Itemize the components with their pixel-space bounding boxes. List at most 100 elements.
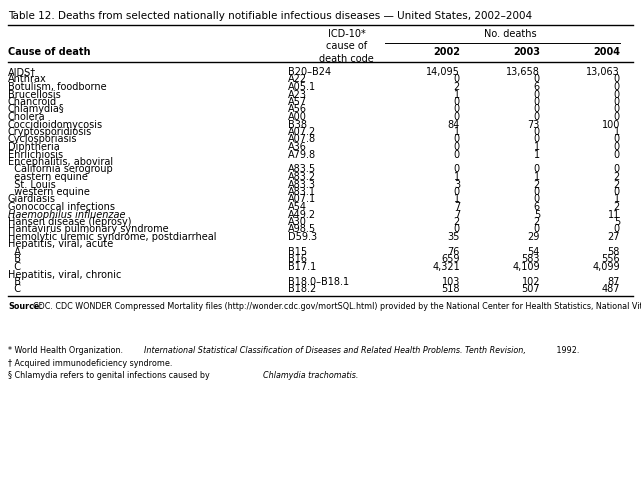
Text: A36: A36 (288, 142, 307, 152)
Text: A98.5: A98.5 (288, 225, 316, 235)
Text: A54: A54 (288, 202, 307, 212)
Text: 0: 0 (614, 104, 620, 114)
Text: 2002: 2002 (433, 47, 460, 57)
Text: 7: 7 (454, 209, 460, 219)
Text: 0: 0 (614, 149, 620, 160)
Text: A83.1: A83.1 (288, 187, 316, 197)
Text: 0: 0 (534, 164, 540, 174)
Text: 4,099: 4,099 (592, 262, 620, 272)
Text: D59.3: D59.3 (288, 232, 317, 242)
Text: Cryptosporidiosis: Cryptosporidiosis (8, 127, 92, 137)
Text: 2: 2 (534, 180, 540, 190)
Text: 0: 0 (614, 225, 620, 235)
Text: 1: 1 (454, 90, 460, 100)
Text: A22: A22 (288, 75, 307, 84)
Text: A56: A56 (288, 104, 307, 114)
Text: St. Louis: St. Louis (8, 180, 56, 190)
Text: 2003: 2003 (513, 47, 540, 57)
Text: Hansen disease (leprosy): Hansen disease (leprosy) (8, 217, 131, 227)
Text: A49.2: A49.2 (288, 209, 316, 219)
Text: C: C (8, 285, 21, 295)
Text: 4,109: 4,109 (512, 262, 540, 272)
Text: B: B (8, 254, 21, 264)
Text: Haemophilus influenzae: Haemophilus influenzae (8, 209, 126, 219)
Text: * World Health Organization.: * World Health Organization. (8, 346, 126, 355)
Text: 0: 0 (454, 97, 460, 107)
Text: 556: 556 (601, 254, 620, 264)
Text: Encephalitis, aboviral: Encephalitis, aboviral (8, 157, 113, 167)
Text: A23: A23 (288, 90, 307, 100)
Text: 1992.: 1992. (554, 346, 580, 355)
Text: Source:: Source: (8, 302, 42, 311)
Text: 0: 0 (614, 187, 620, 197)
Text: Botulism, foodborne: Botulism, foodborne (8, 82, 106, 92)
Text: 13,658: 13,658 (506, 67, 540, 77)
Text: 0: 0 (454, 187, 460, 197)
Text: 0: 0 (614, 90, 620, 100)
Text: 1: 1 (454, 172, 460, 182)
Text: 13,063: 13,063 (587, 67, 620, 77)
Text: 583: 583 (522, 254, 540, 264)
Text: 76: 76 (447, 247, 460, 257)
Text: A: A (8, 247, 21, 257)
Text: 6: 6 (534, 82, 540, 92)
Text: Coccidioidomycosis: Coccidioidomycosis (8, 119, 103, 129)
Text: 0: 0 (454, 225, 460, 235)
Text: 0: 0 (454, 75, 460, 84)
Text: B38: B38 (288, 119, 307, 129)
Text: 58: 58 (608, 247, 620, 257)
Text: Cyclosporiasis: Cyclosporiasis (8, 135, 78, 145)
Text: 0: 0 (454, 112, 460, 122)
Text: 0: 0 (534, 97, 540, 107)
Text: A07.2: A07.2 (288, 127, 316, 137)
Text: Anthrax: Anthrax (8, 75, 47, 84)
Text: A00: A00 (288, 112, 307, 122)
Text: International Statistical Classification of Diseases and Related Health Problems: International Statistical Classification… (144, 346, 526, 355)
Text: western equine: western equine (8, 187, 90, 197)
Text: 0: 0 (534, 127, 540, 137)
Text: 14,095: 14,095 (426, 67, 460, 77)
Text: 54: 54 (528, 247, 540, 257)
Text: No. deaths: No. deaths (484, 29, 537, 39)
Text: 0: 0 (614, 164, 620, 174)
Text: 0: 0 (534, 104, 540, 114)
Text: B18.0–B18.1: B18.0–B18.1 (288, 277, 349, 287)
Text: B20–B24: B20–B24 (288, 67, 331, 77)
Text: A79.8: A79.8 (288, 149, 316, 160)
Text: Chlamydia trachomatis.: Chlamydia trachomatis. (263, 371, 358, 380)
Text: 0: 0 (454, 142, 460, 152)
Text: 0: 0 (534, 194, 540, 205)
Text: Gonococcal infections: Gonococcal infections (8, 202, 115, 212)
Text: 1: 1 (534, 142, 540, 152)
Text: † Acquired immunodeficiency syndrome.: † Acquired immunodeficiency syndrome. (8, 359, 172, 368)
Text: Brucellosis: Brucellosis (8, 90, 61, 100)
Text: Hantavirus pulmonary syndrome: Hantavirus pulmonary syndrome (8, 225, 169, 235)
Text: Hemolytic uremic syndrome, postdiarrheal: Hemolytic uremic syndrome, postdiarrheal (8, 232, 217, 242)
Text: Cause of death: Cause of death (8, 47, 90, 57)
Text: Table 12. Deaths from selected nationally notifiable infectious diseases — Unite: Table 12. Deaths from selected nationall… (8, 11, 532, 21)
Text: A83.2: A83.2 (288, 172, 316, 182)
Text: A07.8: A07.8 (288, 135, 316, 145)
Text: 2: 2 (613, 180, 620, 190)
Text: C: C (8, 262, 21, 272)
Text: 35: 35 (447, 232, 460, 242)
Text: 7: 7 (454, 202, 460, 212)
Text: A83.3: A83.3 (288, 180, 316, 190)
Text: B18.2: B18.2 (288, 285, 316, 295)
Text: 2: 2 (454, 82, 460, 92)
Text: ICD-10*
cause of
death code: ICD-10* cause of death code (319, 29, 374, 64)
Text: Ehrlichiosis: Ehrlichiosis (8, 149, 63, 160)
Text: Cholera: Cholera (8, 112, 46, 122)
Text: 3: 3 (454, 180, 460, 190)
Text: 507: 507 (521, 285, 540, 295)
Text: A07.1: A07.1 (288, 194, 316, 205)
Text: 0: 0 (534, 112, 540, 122)
Text: eastern equine: eastern equine (8, 172, 88, 182)
Text: 0: 0 (614, 75, 620, 84)
Text: 1: 1 (534, 149, 540, 160)
Text: 659: 659 (442, 254, 460, 264)
Text: A30: A30 (288, 217, 307, 227)
Text: 1: 1 (454, 194, 460, 205)
Text: Hepatitis, viral, acute: Hepatitis, viral, acute (8, 240, 113, 250)
Text: 73: 73 (528, 119, 540, 129)
